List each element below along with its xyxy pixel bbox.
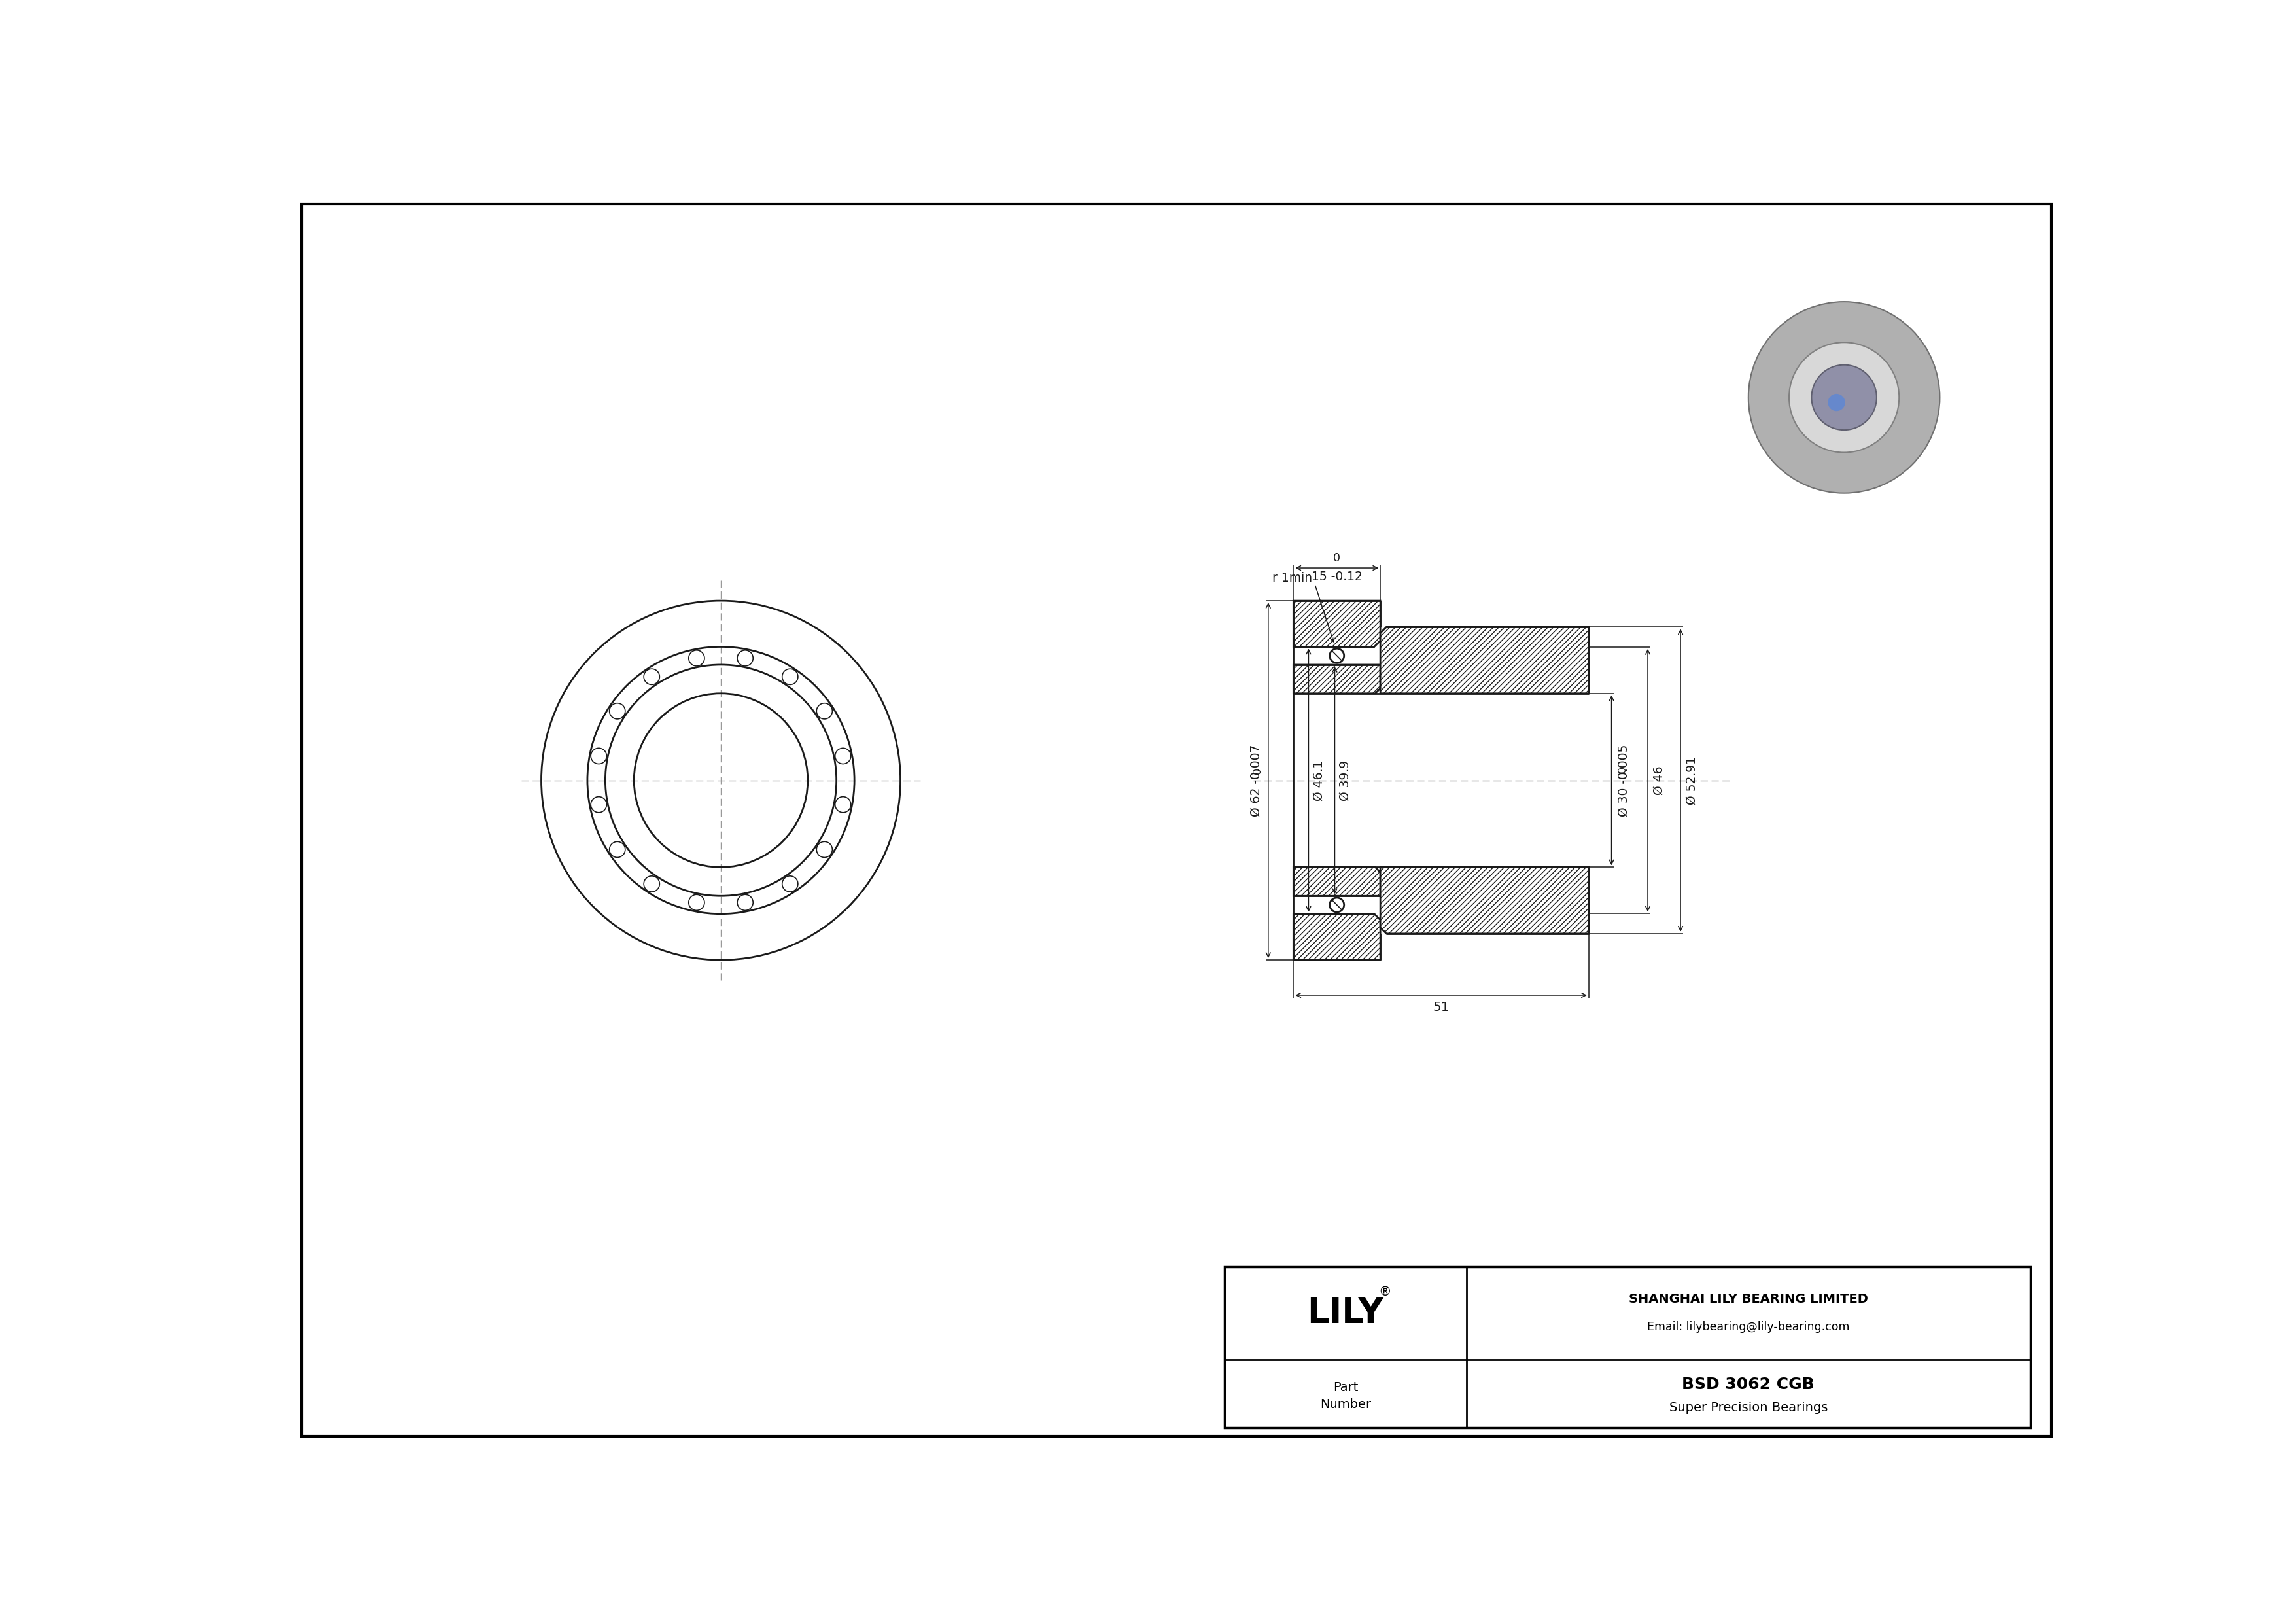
Text: Ø 62 -0.007: Ø 62 -0.007 — [1249, 744, 1263, 817]
Text: Super Precision Bearings: Super Precision Bearings — [1669, 1402, 1828, 1415]
Polygon shape — [1293, 867, 1380, 896]
Polygon shape — [1293, 914, 1380, 960]
Text: 0: 0 — [1334, 552, 1341, 564]
Ellipse shape — [1913, 361, 1924, 435]
Polygon shape — [1293, 601, 1380, 646]
Polygon shape — [1380, 867, 1589, 934]
Text: Ø 46: Ø 46 — [1653, 767, 1665, 794]
Text: Ø 39.9: Ø 39.9 — [1339, 760, 1350, 801]
Polygon shape — [1380, 627, 1589, 693]
Bar — [1224, 1267, 2030, 1427]
Text: 0: 0 — [1251, 768, 1263, 775]
Circle shape — [1828, 395, 1846, 411]
Text: LILY: LILY — [1306, 1296, 1384, 1330]
Text: SHANGHAI LILY BEARING LIMITED: SHANGHAI LILY BEARING LIMITED — [1628, 1293, 1869, 1306]
Text: 51: 51 — [1433, 1002, 1449, 1013]
Text: r 1min: r 1min — [1272, 572, 1313, 585]
Circle shape — [1789, 343, 1899, 453]
Text: Number: Number — [1320, 1398, 1371, 1411]
Text: 0: 0 — [1619, 767, 1628, 773]
Text: Part: Part — [1334, 1382, 1357, 1393]
Polygon shape — [1293, 664, 1380, 693]
Text: Ø 52.91: Ø 52.91 — [1685, 757, 1699, 804]
Text: ®: ® — [1378, 1286, 1391, 1298]
Text: Email: lilybearing@lily-bearing.com: Email: lilybearing@lily-bearing.com — [1646, 1322, 1851, 1333]
Text: 15 -0.12: 15 -0.12 — [1311, 570, 1362, 583]
Text: Ø 46.1: Ø 46.1 — [1313, 760, 1325, 801]
Text: Ø 30 -0.005: Ø 30 -0.005 — [1619, 744, 1630, 817]
Circle shape — [1812, 365, 1876, 430]
Text: BSD 3062 CGB: BSD 3062 CGB — [1683, 1377, 1814, 1392]
Circle shape — [1747, 302, 1940, 494]
